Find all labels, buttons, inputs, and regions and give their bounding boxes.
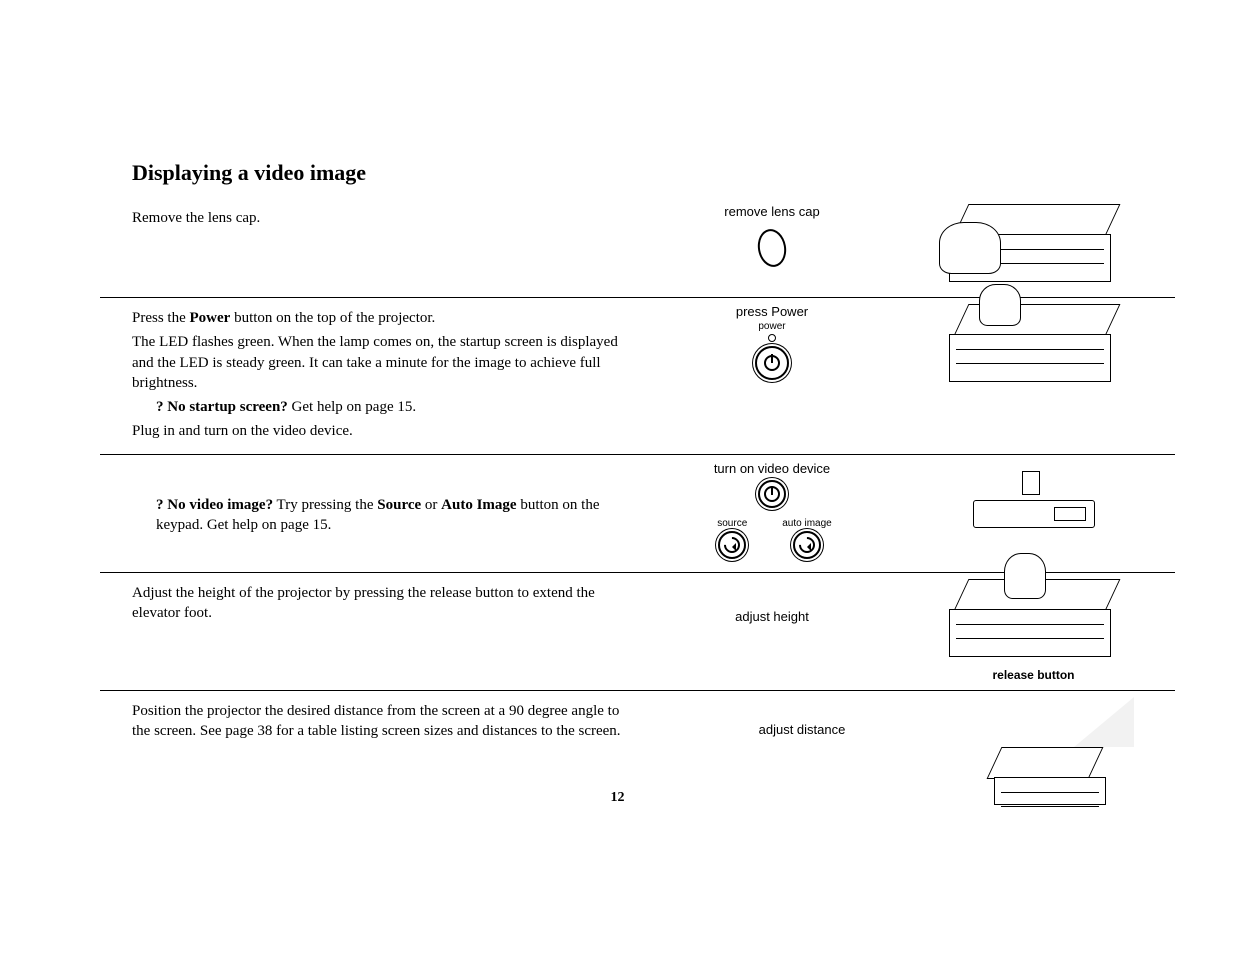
caption-label: adjust distance — [759, 722, 846, 737]
page-number: 12 — [0, 790, 1235, 806]
button-sublabel: source — [712, 518, 752, 529]
caption-label: remove lens cap — [724, 204, 819, 219]
caption-label: turn on video device — [714, 461, 830, 476]
projector-illustration — [949, 304, 1119, 384]
step-text: Press the Power button on the top of the… — [132, 304, 652, 446]
step-caption: adjust distance — [652, 697, 952, 737]
body-text: The LED flashes green. When the lamp com… — [132, 332, 632, 393]
step-illustration — [952, 697, 1175, 802]
step-illustration — [892, 304, 1175, 389]
step-caption: turn on video device source auto image — [652, 461, 892, 564]
step-remove-lens-cap: Remove the lens cap. remove lens cap — [100, 198, 1175, 298]
help-text: ? No video image? Try pressing the Sourc… — [156, 495, 632, 536]
button-sublabel: auto image — [782, 518, 831, 529]
illustration-label: release button — [892, 668, 1175, 682]
power-button-icon — [755, 346, 789, 380]
manual-page: Displaying a video image Remove the lens… — [0, 0, 1235, 954]
vcr-illustration — [973, 500, 1095, 528]
step-adjust-height: Adjust the height of the projector by pr… — [100, 573, 1175, 691]
step-caption: remove lens cap — [652, 204, 892, 267]
body-text: Remove the lens cap. — [132, 208, 632, 228]
step-press-power: Press the Power button on the top of the… — [100, 298, 1175, 455]
step-caption: press Power power — [652, 304, 892, 382]
button-sublabel: power — [758, 321, 785, 332]
power-button-icon — [758, 480, 786, 508]
step-illustration — [892, 461, 1175, 533]
step-text: Adjust the height of the projector by pr… — [132, 579, 652, 628]
body-text: Plug in and turn on the video device. — [132, 421, 632, 441]
projector-distance-illustration — [994, 697, 1134, 797]
body-text: Adjust the height of the projector by pr… — [132, 583, 632, 624]
step-illustration: release button — [892, 579, 1175, 682]
step-text: Remove the lens cap. — [132, 204, 652, 232]
projector-illustration — [949, 579, 1119, 659]
body-text: Press the Power button on the top of the… — [132, 308, 632, 328]
help-text: ? No startup screen? Get help on page 15… — [156, 397, 632, 417]
auto-image-button-icon — [793, 531, 821, 559]
outlet-icon — [1022, 471, 1040, 495]
caption-label: adjust height — [735, 609, 809, 624]
body-text: Position the projector the desired dista… — [132, 701, 632, 742]
caption-label: press Power — [736, 304, 808, 319]
source-button-icon — [718, 531, 746, 559]
page-title: Displaying a video image — [132, 160, 1175, 186]
projector-illustration — [949, 204, 1119, 284]
lens-cap-icon — [755, 227, 789, 269]
led-icon — [768, 334, 776, 342]
step-illustration — [892, 204, 1175, 289]
step-text: ? No video image? Try pressing the Sourc… — [132, 461, 652, 560]
step-caption: adjust height — [652, 579, 892, 624]
step-text: Position the projector the desired dista… — [132, 697, 652, 746]
